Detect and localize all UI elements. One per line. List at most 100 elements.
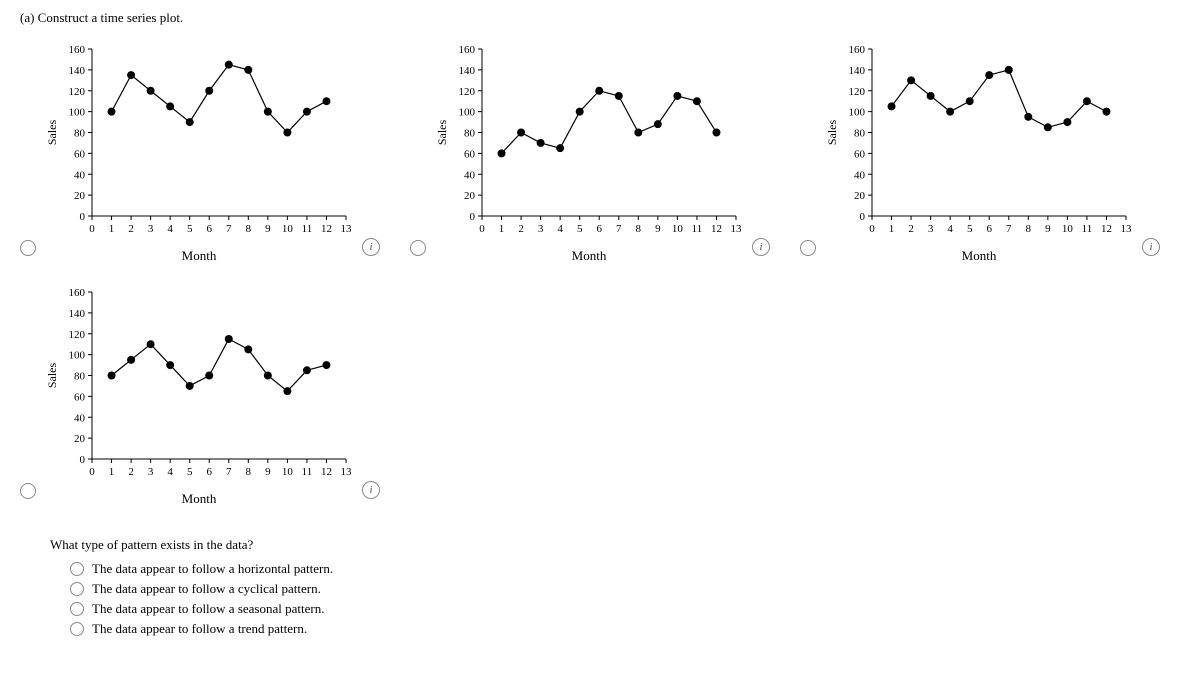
chart-radio-1[interactable]	[20, 240, 36, 256]
svg-text:6: 6	[596, 223, 602, 235]
svg-text:0: 0	[479, 223, 485, 235]
svg-text:100: 100	[459, 107, 476, 119]
svg-text:5: 5	[967, 223, 973, 235]
svg-text:160: 160	[849, 44, 866, 56]
svg-text:10: 10	[1062, 223, 1074, 235]
svg-text:9: 9	[265, 466, 271, 478]
svg-text:3: 3	[538, 223, 544, 235]
svg-text:4: 4	[947, 223, 953, 235]
chart-1: 020406080100120140160012345678910111213S…	[44, 41, 354, 264]
svg-text:1: 1	[109, 223, 115, 235]
svg-text:120: 120	[69, 86, 86, 98]
svg-text:100: 100	[69, 350, 86, 362]
chart-option-2: 020406080100120140160012345678910111213S…	[410, 41, 770, 264]
svg-text:120: 120	[69, 329, 86, 341]
svg-text:1: 1	[889, 223, 895, 235]
svg-text:0: 0	[80, 454, 86, 466]
svg-text:60: 60	[74, 391, 86, 403]
option-1: The data appear to follow a horizontal p…	[70, 561, 1180, 577]
svg-text:7: 7	[1006, 223, 1012, 235]
option-3: The data appear to follow a seasonal pat…	[70, 601, 1180, 617]
svg-text:12: 12	[321, 466, 332, 478]
svg-text:60: 60	[464, 148, 476, 160]
charts-row-2: 020406080100120140160012345678910111213S…	[20, 284, 1180, 507]
option-label: The data appear to follow a cyclical pat…	[92, 581, 321, 597]
chart-option-1: 020406080100120140160012345678910111213S…	[20, 41, 380, 264]
svg-text:3: 3	[148, 466, 154, 478]
svg-text:Sales: Sales	[45, 120, 59, 146]
svg-text:5: 5	[187, 223, 193, 235]
svg-text:7: 7	[616, 223, 622, 235]
svg-text:0: 0	[869, 223, 875, 235]
svg-text:4: 4	[557, 223, 563, 235]
svg-text:12: 12	[321, 223, 332, 235]
svg-text:13: 13	[341, 223, 353, 235]
svg-text:5: 5	[187, 466, 193, 478]
option-4: The data appear to follow a trend patter…	[70, 621, 1180, 637]
svg-text:0: 0	[89, 223, 95, 235]
svg-text:140: 140	[69, 65, 86, 77]
svg-text:40: 40	[854, 169, 866, 181]
x-axis-label: Month	[182, 491, 217, 507]
question-text: What type of pattern exists in the data?	[50, 537, 1180, 553]
chart-3: 020406080100120140160012345678910111213S…	[824, 41, 1134, 264]
svg-text:100: 100	[69, 107, 86, 119]
svg-text:11: 11	[302, 223, 313, 235]
chart-radio-4[interactable]	[20, 483, 36, 499]
svg-text:3: 3	[148, 223, 154, 235]
svg-text:6: 6	[206, 466, 212, 478]
chart-radio-3[interactable]	[800, 240, 816, 256]
svg-text:4: 4	[167, 466, 173, 478]
svg-text:13: 13	[731, 223, 743, 235]
info-icon[interactable]: i	[752, 238, 770, 256]
charts-row-1: 020406080100120140160012345678910111213S…	[20, 41, 1180, 264]
svg-text:8: 8	[636, 223, 642, 235]
svg-text:2: 2	[518, 223, 524, 235]
svg-text:120: 120	[849, 86, 866, 98]
option-radio-2[interactable]	[70, 582, 84, 596]
svg-text:11: 11	[692, 223, 703, 235]
svg-text:8: 8	[246, 223, 252, 235]
info-icon[interactable]: i	[362, 238, 380, 256]
svg-text:40: 40	[74, 412, 86, 424]
option-radio-1[interactable]	[70, 562, 84, 576]
svg-text:13: 13	[341, 466, 353, 478]
svg-text:60: 60	[74, 148, 86, 160]
svg-text:20: 20	[74, 433, 86, 445]
svg-text:80: 80	[854, 128, 866, 140]
option-radio-4[interactable]	[70, 622, 84, 636]
svg-text:4: 4	[167, 223, 173, 235]
option-2: The data appear to follow a cyclical pat…	[70, 581, 1180, 597]
svg-text:0: 0	[860, 211, 866, 223]
option-label: The data appear to follow a horizontal p…	[92, 561, 333, 577]
chart-4: 020406080100120140160012345678910111213S…	[44, 284, 354, 507]
chart-radio-2[interactable]	[410, 240, 426, 256]
info-icon[interactable]: i	[362, 481, 380, 499]
svg-text:60: 60	[854, 148, 866, 160]
svg-text:7: 7	[226, 223, 232, 235]
svg-text:9: 9	[265, 223, 271, 235]
svg-text:11: 11	[1082, 223, 1093, 235]
svg-text:40: 40	[74, 169, 86, 181]
svg-text:80: 80	[74, 128, 86, 140]
svg-text:20: 20	[74, 190, 86, 202]
svg-text:140: 140	[459, 65, 476, 77]
svg-text:7: 7	[226, 466, 232, 478]
pattern-question: What type of pattern exists in the data?…	[50, 537, 1180, 637]
svg-text:80: 80	[464, 128, 476, 140]
svg-text:140: 140	[69, 308, 86, 320]
svg-text:12: 12	[711, 223, 722, 235]
svg-text:Sales: Sales	[45, 363, 59, 389]
x-axis-label: Month	[572, 248, 607, 264]
svg-text:2: 2	[128, 466, 134, 478]
svg-text:13: 13	[1121, 223, 1133, 235]
svg-text:160: 160	[69, 44, 86, 56]
x-axis-label: Month	[182, 248, 217, 264]
chart-option-4: 020406080100120140160012345678910111213S…	[20, 284, 380, 507]
option-radio-3[interactable]	[70, 602, 84, 616]
svg-text:2: 2	[908, 223, 914, 235]
svg-text:20: 20	[464, 190, 476, 202]
info-icon[interactable]: i	[1142, 238, 1160, 256]
svg-text:10: 10	[282, 466, 294, 478]
svg-text:10: 10	[282, 223, 294, 235]
